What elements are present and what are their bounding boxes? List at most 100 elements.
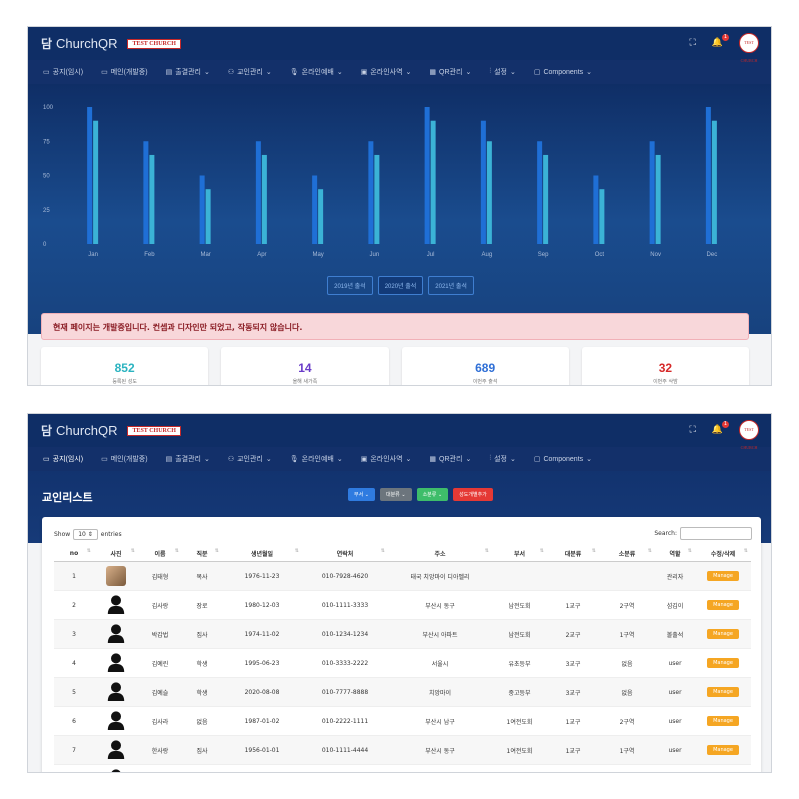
bar-series-2[interactable] (599, 189, 605, 244)
year-button-2021[interactable]: 2021년 출석 (428, 276, 474, 295)
bar-series-2[interactable] (205, 189, 211, 244)
column-header[interactable]: 사진 ⇅ (94, 545, 138, 562)
nav-item-notice[interactable]: ▭ 공지(임시) (43, 69, 84, 76)
bar-series-2[interactable] (711, 120, 717, 244)
cell-name: 김예린 (138, 648, 182, 678)
nav-item-online-worship[interactable]: 🎙 온라인예배 ⌄ (289, 456, 343, 463)
bar-series-1[interactable] (255, 141, 261, 244)
column-header[interactable]: 생년월일 ⇅ (222, 545, 302, 562)
column-header[interactable]: 수정/삭제 ⇅ (695, 545, 751, 562)
fullscreen-icon[interactable]: ⛶ (689, 38, 696, 48)
bar-series-2[interactable] (374, 154, 380, 244)
cell-dept: 1여전도회 (492, 706, 547, 736)
filter-department-button[interactable]: 부서 ⌄ (348, 488, 375, 501)
bar-series-2[interactable] (261, 154, 267, 244)
bar-series-1[interactable] (143, 141, 149, 244)
bar-series-1[interactable] (199, 175, 205, 245)
cell-birth: 1976-11-23 (222, 561, 302, 591)
column-header[interactable]: 직분 ⇅ (182, 545, 222, 562)
column-header[interactable]: 역할 ⇅ (655, 545, 695, 562)
manage-button[interactable]: Manage (707, 716, 739, 726)
avatar[interactable]: TEST CHURCH (739, 33, 759, 63)
manage-button[interactable]: Manage (707, 600, 739, 610)
bar-series-2[interactable] (149, 154, 155, 244)
bar-series-2[interactable] (655, 154, 661, 244)
nav-item-online-ministry[interactable]: ▣ 온라인사역 ⌄ (360, 456, 412, 463)
column-header[interactable]: 이름 ⇅ (138, 545, 182, 562)
table-row: 6 김사라 없음 1987-01-02 010-2222-1111 부산시 남구 1여전도회… (54, 706, 751, 736)
manage-button[interactable]: Manage (707, 571, 739, 581)
bar-series-1[interactable] (593, 175, 599, 245)
bar-series-1[interactable] (649, 141, 655, 244)
x-tick-label: Sep (538, 252, 549, 258)
action-cell: Manage (695, 764, 751, 772)
year-button-2020[interactable]: 2020년 출석 (377, 276, 424, 295)
bar-series-1[interactable] (480, 120, 486, 244)
bar-series-2[interactable] (543, 154, 549, 244)
filter-major-button[interactable]: 대분류 ⌄ (379, 488, 412, 501)
manage-button[interactable]: Manage (707, 745, 739, 755)
cell-phone: 010-1111-4444 (302, 735, 388, 765)
y-tick-label: 75 (43, 139, 50, 145)
nav-item-qr[interactable]: ▦ QR관리 ⌄ (429, 69, 472, 76)
column-header[interactable]: 대분류 ⇅ (547, 545, 599, 562)
column-header[interactable]: 주소 ⇅ (388, 545, 492, 562)
nav-item-members[interactable]: ⚇ 교인관리 ⌄ (227, 69, 272, 76)
nav-item-qr[interactable]: ▦ QR관리 ⌄ (429, 456, 472, 463)
column-header[interactable]: 부서 ⇅ (492, 545, 547, 562)
year-button-2019[interactable]: 2019년 출석 (327, 276, 373, 295)
nav-item-online-worship[interactable]: 🎙 온라인예배 ⌄ (289, 69, 343, 76)
bar-series-1[interactable] (537, 141, 543, 244)
manage-button[interactable]: Manage (707, 658, 739, 668)
bar-series-2[interactable] (318, 189, 324, 244)
column-header[interactable]: no ⇅ (54, 545, 94, 562)
nav-item-components[interactable]: ▢ Components ⌄ (533, 455, 593, 464)
bell-icon[interactable]: 🔔 1 (711, 34, 729, 48)
table-row: 4 김예린 학생 1995-06-23 010-3333-2222 서울시 유초등부 3교구 없… (54, 648, 751, 678)
app-logo[interactable]: 담 ChurchQR TEST CHURCH (41, 35, 181, 52)
bar-chart: 0 25 50 75 100 Jan Feb Mar Apr May Jun Jul Aug Sep Oct… (43, 105, 717, 258)
bar-series-1[interactable] (424, 107, 430, 244)
search-input[interactable] (680, 527, 752, 540)
bar-series-1[interactable] (705, 107, 711, 244)
column-header[interactable]: 소분류 ⇅ (599, 545, 655, 562)
cell-no: 3 (54, 619, 94, 649)
app-logo[interactable]: 담 ChurchQR TEST CHURCH (41, 422, 181, 439)
bar-series-2[interactable] (486, 141, 492, 244)
action-cell: Manage (695, 706, 751, 736)
bar-series-2[interactable] (430, 120, 436, 244)
table-header-row: no ⇅ 사진 ⇅ 이름 ⇅ 직분 ⇅ 생년월일 ⇅ 연락처 ⇅ 주소 ⇅ 부서 ⇅ 대분류 ⇅ 소분류 ⇅ 역할 ⇅ 수정… (54, 545, 751, 562)
x-tick-label: Feb (144, 252, 155, 258)
cell-role: user (655, 648, 695, 678)
page-length-select[interactable]: 10 ⇕ (73, 529, 98, 540)
chevron-down-icon: ⌄ (265, 456, 272, 463)
manage-button[interactable]: Manage (707, 687, 739, 697)
nav-item-attendance[interactable]: ▤ 출결관리 ⌄ (165, 456, 210, 463)
nav-item-main[interactable]: ▭ 메인(개발중) (101, 69, 148, 76)
nav-item-main[interactable]: ▭ 메인(개발중) (101, 456, 148, 463)
cell-no: 6 (54, 706, 94, 736)
filter-minor-button[interactable]: 소분류 ⌄ (416, 488, 449, 501)
nav-item-attendance[interactable]: ▤ 출결관리 ⌄ (165, 69, 210, 76)
manage-button[interactable]: Manage (707, 629, 739, 639)
column-header[interactable]: 연락처 ⇅ (302, 545, 388, 562)
bar-series-1[interactable] (312, 175, 318, 245)
nav-item-online-ministry[interactable]: ▣ 온라인사역 ⌄ (360, 69, 412, 76)
add-member-button[interactable]: 성도개별추가 (453, 488, 493, 501)
nav-item-components[interactable]: ▢ Components ⌄ (533, 68, 593, 77)
bell-icon[interactable]: 🔔 1 (711, 421, 729, 435)
bar-series-1[interactable] (368, 141, 374, 244)
nav-item-members[interactable]: ⚇ 교인관리 ⌄ (227, 456, 272, 463)
avatar[interactable]: TEST CHURCH (739, 420, 759, 450)
cell-minor: 2구역 (599, 706, 655, 736)
nav-item-notice[interactable]: ▭ 공지(임시) (43, 456, 84, 463)
fullscreen-icon[interactable]: ⛶ (689, 425, 696, 435)
nav-item-settings[interactable]: ⫶ 설정 ⌄ (489, 455, 516, 463)
cell-address: 태국 치앙마이 디아멜리 (388, 561, 492, 591)
action-cell: Manage (695, 619, 751, 649)
bar-series-2[interactable] (93, 120, 99, 244)
sort-icon: ⇅ (214, 548, 219, 554)
bar-series-1[interactable] (87, 107, 93, 244)
nav-item-settings[interactable]: ⫶ 설정 ⌄ (489, 68, 516, 76)
top-bar: 담 ChurchQR TEST CHURCH ⛶ 🔔 1 TEST CHURCH (28, 414, 771, 450)
